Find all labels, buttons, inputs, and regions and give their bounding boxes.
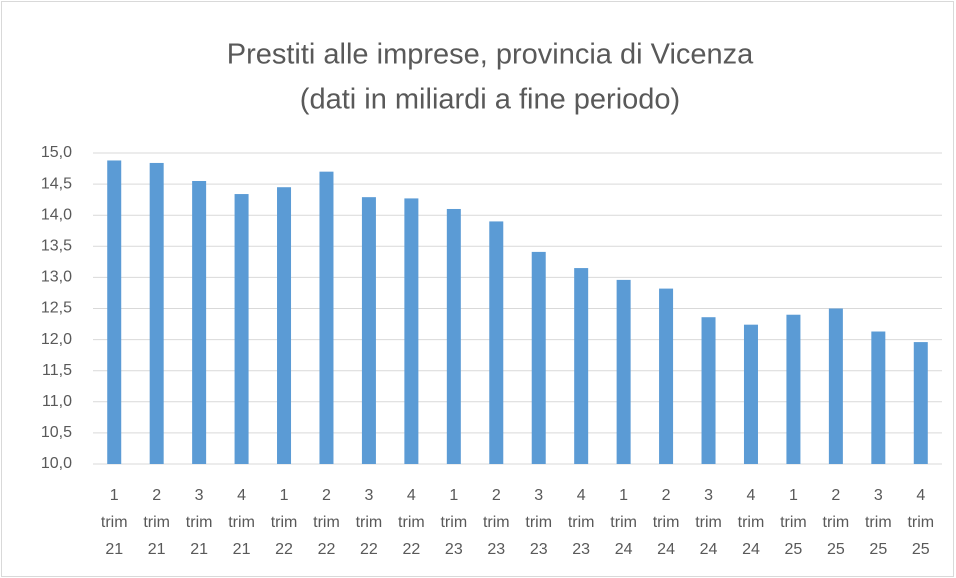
chart-title: Prestiti alle imprese, provincia di Vice…	[227, 39, 754, 71]
bar	[446, 208, 461, 464]
bar	[743, 324, 758, 464]
bar	[489, 221, 504, 464]
y-tick-label: 13,5	[41, 238, 72, 255]
bar	[574, 268, 589, 464]
x-tick-label: 1 trim 23	[440, 487, 467, 558]
y-tick-label: 12,5	[41, 300, 72, 317]
y-tick-label: 12,0	[41, 331, 72, 348]
x-tick-label: 3 trim 25	[865, 487, 892, 558]
y-tick-label: 11,5	[42, 362, 72, 379]
x-tick-label: 4 trim 21	[228, 487, 255, 558]
y-tick-label: 11,0	[42, 393, 72, 410]
x-tick-label: 1 trim 24	[610, 487, 637, 558]
x-tick-label: 1 trim 22	[271, 487, 298, 558]
x-tick-label: 4 trim 25	[907, 487, 934, 558]
bar	[319, 171, 334, 464]
x-tick-label: 4 trim 23	[568, 487, 595, 558]
x-tick-label: 3 trim 21	[186, 487, 213, 558]
bar	[404, 198, 419, 464]
bar	[531, 251, 546, 464]
x-tick-label: 2 trim 23	[483, 487, 510, 558]
x-tick-label: 2 trim 21	[143, 487, 170, 558]
y-tick-label: 14,0	[41, 206, 72, 223]
y-tick-label: 15,0	[41, 144, 72, 161]
x-tick-label: 2 trim 25	[823, 487, 850, 558]
bar	[277, 187, 292, 464]
bar	[107, 160, 122, 465]
y-tick-label: 14,5	[41, 175, 72, 192]
bar	[871, 331, 886, 464]
chart-subtitle: (dati in miliardi a fine periodo)	[300, 84, 680, 116]
bar	[701, 317, 716, 464]
x-tick-label: 3 trim 22	[356, 487, 383, 558]
bar	[828, 308, 843, 464]
bar	[149, 162, 164, 464]
x-tick-label: 2 trim 22	[313, 487, 340, 558]
y-tick-label: 10,0	[41, 455, 72, 472]
x-tick-label: 3 trim 24	[695, 487, 722, 558]
bar	[192, 180, 207, 465]
bar	[616, 279, 631, 464]
x-tick-label: 3 trim 23	[525, 487, 552, 558]
x-tick-label: 1 trim 25	[780, 487, 807, 558]
y-tick-label: 13,0	[41, 269, 72, 286]
bar	[659, 288, 674, 464]
bar	[786, 314, 801, 464]
bar	[361, 197, 376, 465]
x-tick-label: 2 trim 24	[653, 487, 680, 558]
bar	[234, 194, 249, 464]
x-tick-label: 4 trim 24	[738, 487, 765, 558]
bar	[913, 342, 928, 464]
y-tick-label: 10,5	[41, 424, 72, 441]
x-tick-label: 1 trim 21	[101, 487, 128, 558]
x-tick-label: 4 trim 22	[398, 487, 425, 558]
